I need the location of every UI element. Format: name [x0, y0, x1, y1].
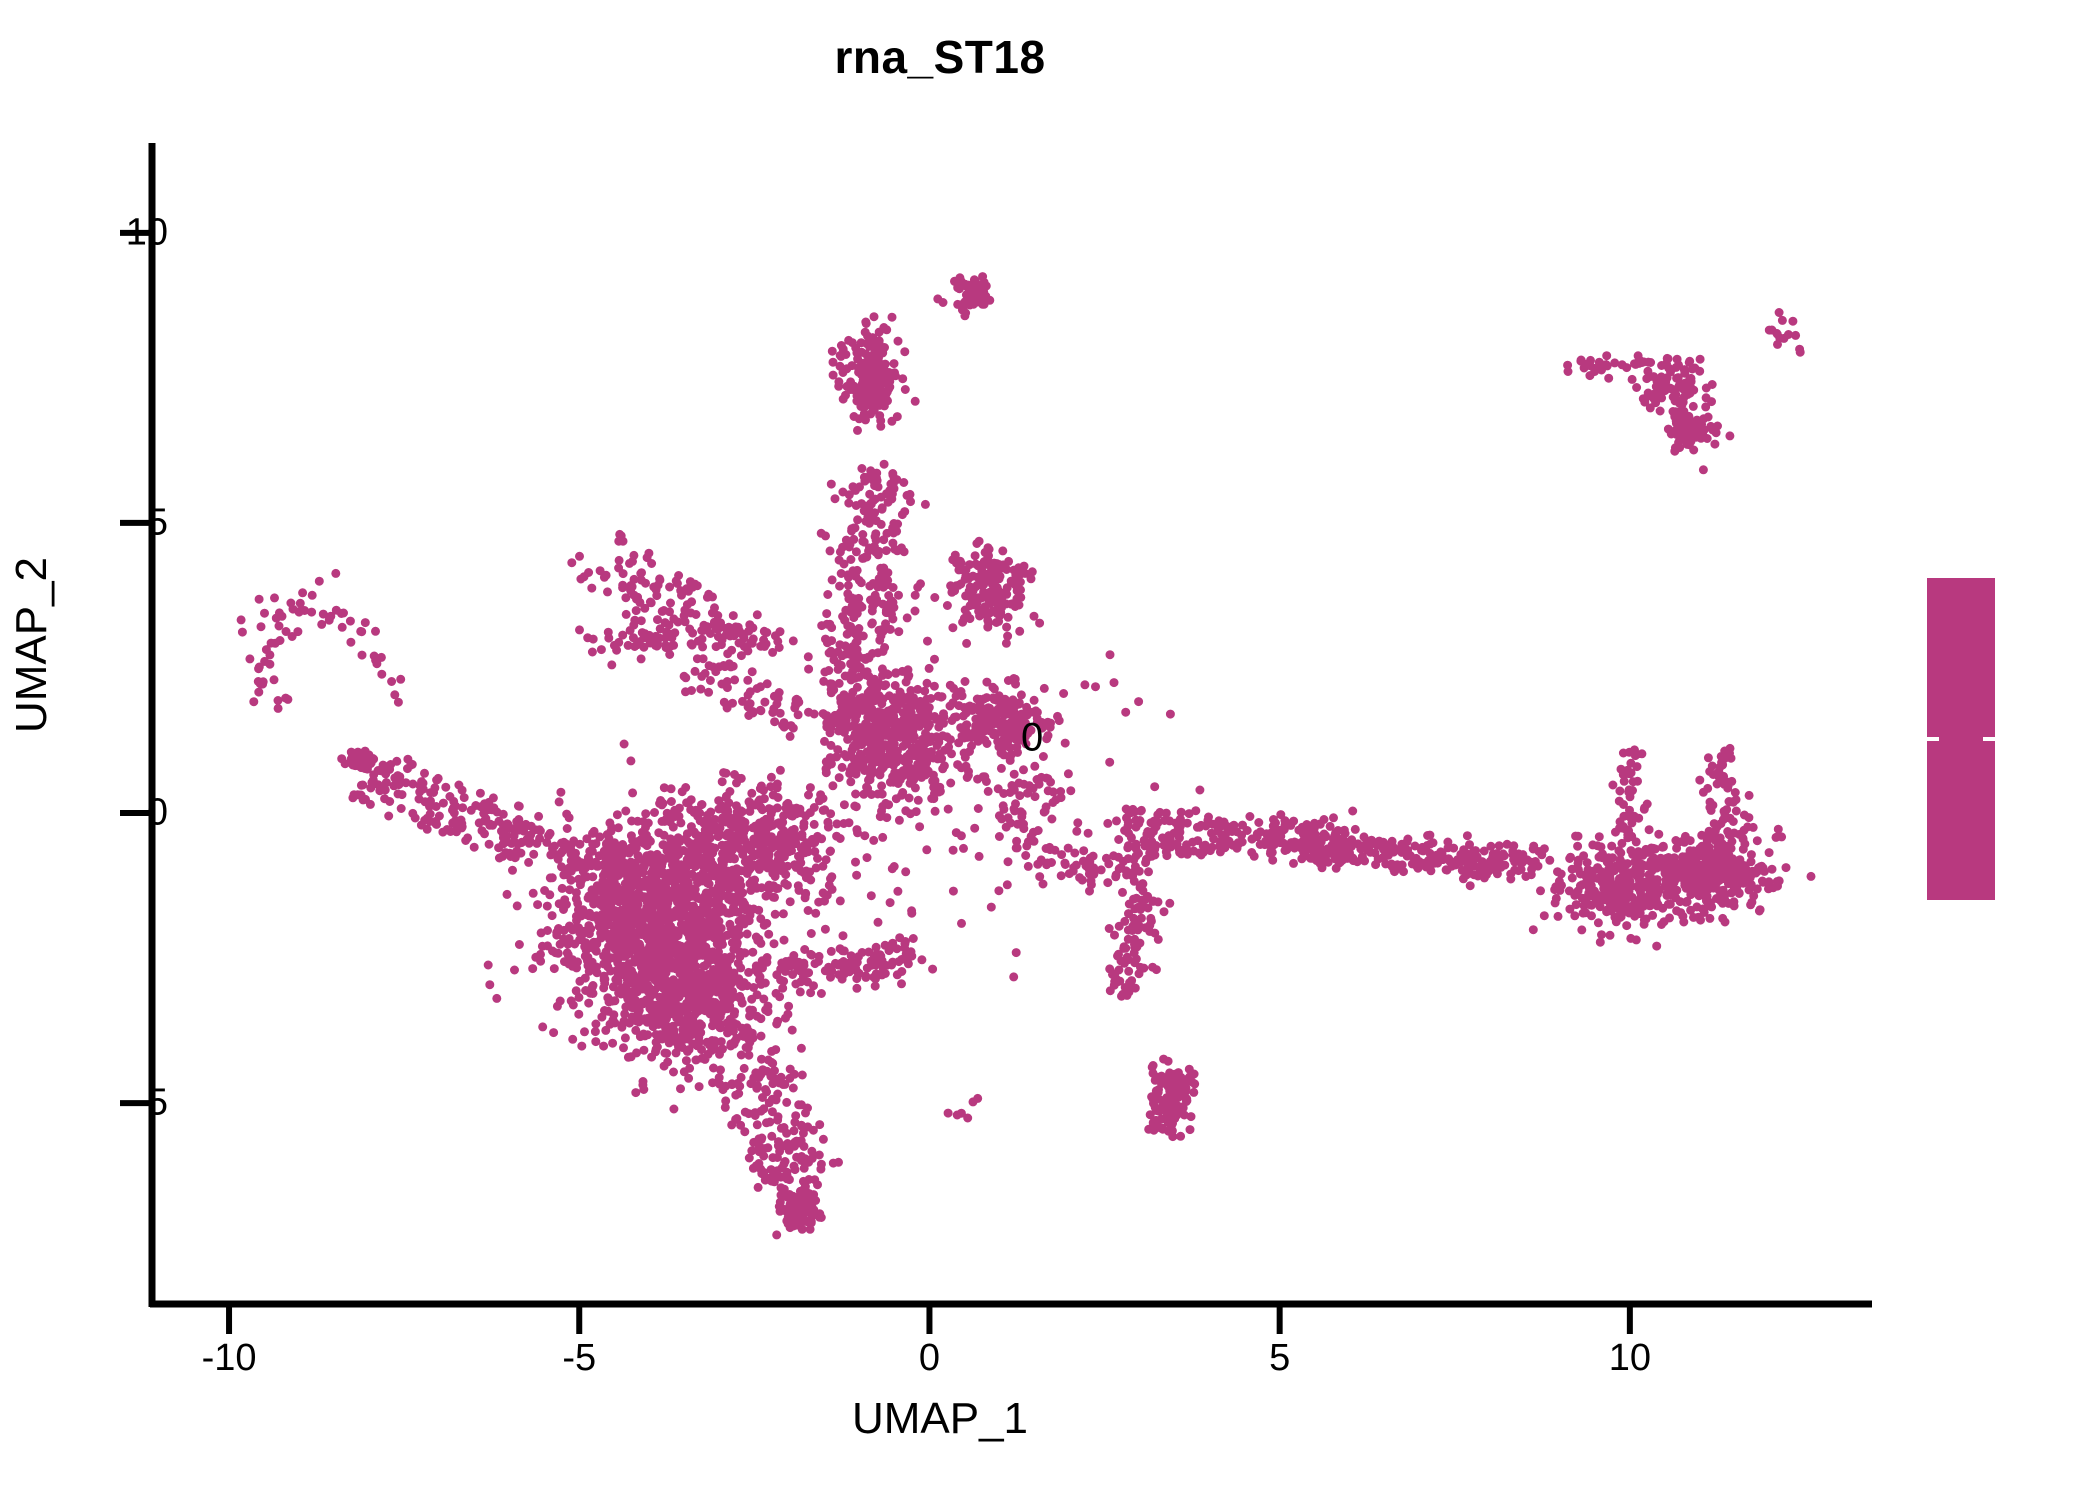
page-title: rna_ST18 — [834, 31, 1046, 83]
colorbar-tick-right — [1983, 737, 1995, 741]
x-axis-title: UMAP_1 — [851, 1394, 1029, 1443]
x-tick-label: -10 — [201, 1337, 257, 1379]
colorbar-tick-left — [1927, 737, 1939, 741]
y-tick-label: 0 — [146, 791, 168, 834]
x-tick-label: 10 — [1608, 1337, 1651, 1379]
y-tick-label: 5 — [146, 501, 168, 544]
y-tick-label: 10 — [125, 211, 168, 254]
plot-panel — [145, 140, 1875, 1312]
colorbar-legend — [1927, 578, 1995, 900]
scatter-points-layer — [236, 272, 1816, 1240]
x-tick-label: -5 — [562, 1337, 597, 1379]
x-tick-label: 5 — [1269, 1337, 1291, 1379]
scatter-point-group — [236, 272, 1816, 1240]
y-axis-title: UMAP_2 — [7, 556, 56, 734]
y-tick-label: -5 — [134, 1081, 168, 1124]
scatter-points — [236, 272, 1816, 1240]
colorbar-tick-label: 0 — [1021, 715, 1044, 760]
x-tick-label: 0 — [918, 1337, 941, 1379]
